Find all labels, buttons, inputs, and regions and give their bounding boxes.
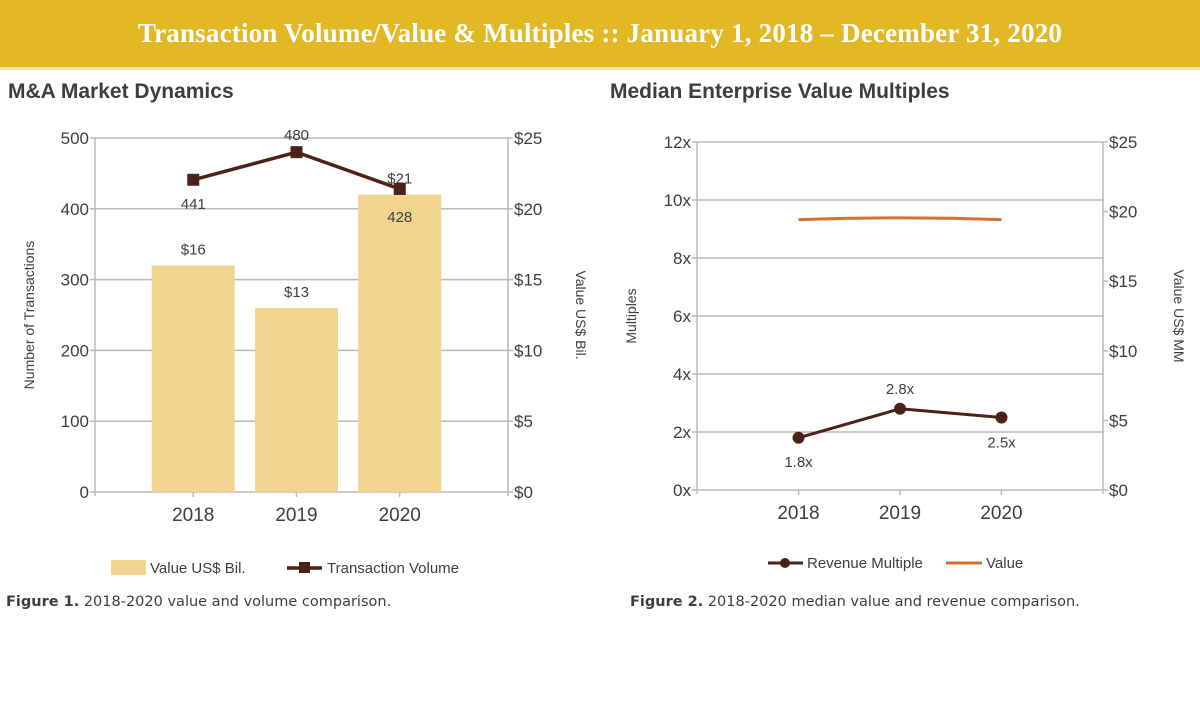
bar-value — [358, 194, 442, 492]
y-right-tick-label: $20 — [1109, 203, 1137, 222]
line-data-label: 1.8x — [784, 454, 813, 471]
chart-median-ev-multiples: 0x 2x 4x 6x 8x 10x 12x $0 $5 $10 $15 $20 $25 Multiple… — [623, 133, 1187, 572]
y-right-tick-label: $0 — [514, 483, 533, 502]
bar-data-label: $13 — [284, 284, 309, 301]
y-right-tick-label: $25 — [1109, 133, 1137, 152]
y-axis-title: Number of Transactions — [21, 241, 37, 390]
y-tick-label: 8x — [673, 249, 691, 268]
line-value — [798, 216, 1002, 222]
y-tick-label: 6x — [673, 307, 691, 326]
y-tick-label: 0x — [673, 481, 691, 500]
y-tick-label: 400 — [61, 200, 89, 219]
legend-marker-volume — [299, 562, 310, 573]
legend-label-value: Value — [986, 555, 1023, 572]
y-tick-label: 4x — [673, 365, 691, 384]
y-right-tick-label: $10 — [1109, 342, 1137, 361]
x-tick-label: 2018 — [777, 503, 819, 524]
y-tick-label: 500 — [61, 129, 89, 148]
y-right-tick-label: $15 — [1109, 272, 1137, 291]
line-data-label: 428 — [387, 209, 412, 226]
y-right-axis-title: Value US$ Bil. — [573, 270, 589, 359]
x-tick-label: 2019 — [275, 505, 317, 526]
line-data-label: 441 — [181, 196, 206, 213]
figure1-section-title: M&A Market Dynamics — [8, 80, 234, 103]
figure2-caption-label: Figure 2. — [630, 594, 704, 610]
x-tick-label: 2019 — [879, 503, 921, 524]
line-data-label: 480 — [284, 127, 309, 144]
legend-label-revenue: Revenue Multiple — [807, 555, 923, 572]
x-tick-label: 2020 — [379, 505, 421, 526]
bar-value — [255, 307, 338, 492]
figure2-section-title: Median Enterprise Value Multiples — [610, 80, 950, 103]
y-right-tick-label: $25 — [514, 129, 542, 148]
figure2-caption: Figure 2. 2018-2020 median value and rev… — [630, 594, 1080, 610]
bar-data-label: $21 — [387, 171, 412, 188]
marker-revenue-multiple — [995, 411, 1008, 424]
x-tick-label: 2018 — [172, 505, 214, 526]
x-tick-label: 2020 — [980, 503, 1022, 524]
legend-marker-revenue — [780, 558, 790, 568]
y-right-tick-label: $20 — [514, 200, 542, 219]
y-right-tick-label: $5 — [1109, 411, 1128, 430]
chart-ma-market-dynamics: 0 100 200 300 400 500 $0 $5 $10 $15 $20 $25 Number o… — [21, 127, 589, 577]
y-tick-label: 200 — [61, 341, 89, 360]
y-tick-label: 100 — [61, 412, 89, 431]
bar-data-label: $16 — [181, 241, 206, 258]
marker-revenue-multiple — [894, 402, 906, 415]
line-data-label: 2.5x — [987, 435, 1016, 452]
header-banner: Transaction Volume/Value & Multiples :: … — [0, 0, 1200, 70]
y-tick-label: 300 — [61, 271, 89, 290]
bar-value — [151, 265, 235, 492]
legend-swatch-value — [111, 560, 146, 575]
figure1-caption-label: Figure 1. — [6, 594, 80, 610]
marker-transaction-volume — [187, 173, 200, 186]
y-right-tick-label: $10 — [514, 341, 542, 360]
y-right-tick-label: $5 — [514, 412, 533, 431]
line-data-label: 2.8x — [886, 381, 915, 398]
y-tick-label: 12x — [664, 133, 692, 152]
banner-title: Transaction Volume/Value & Multiples :: … — [137, 18, 1063, 48]
figure2-caption-text: 2018-2020 median value and revenue compa… — [703, 594, 1080, 610]
legend-label-value: Value US$ Bil. — [150, 560, 246, 577]
marker-transaction-volume — [290, 146, 303, 159]
legend-label-volume: Transaction Volume — [327, 560, 459, 577]
figure1-caption: Figure 1. 2018-2020 value and volume com… — [6, 594, 391, 610]
marker-transaction-volume — [393, 182, 406, 195]
y-right-tick-label: $15 — [514, 271, 542, 290]
y-right-axis-title: Value US$ MM — [1171, 269, 1187, 362]
y-tick-label: 10x — [664, 191, 692, 210]
y-right-tick-label: $0 — [1109, 481, 1128, 500]
marker-revenue-multiple — [792, 431, 805, 444]
y-axis-title: Multiples — [623, 288, 639, 343]
y-tick-label: 2x — [673, 423, 691, 442]
figure1-caption-text: 2018-2020 value and volume comparison. — [79, 594, 392, 610]
y-tick-label: 0 — [80, 483, 89, 502]
